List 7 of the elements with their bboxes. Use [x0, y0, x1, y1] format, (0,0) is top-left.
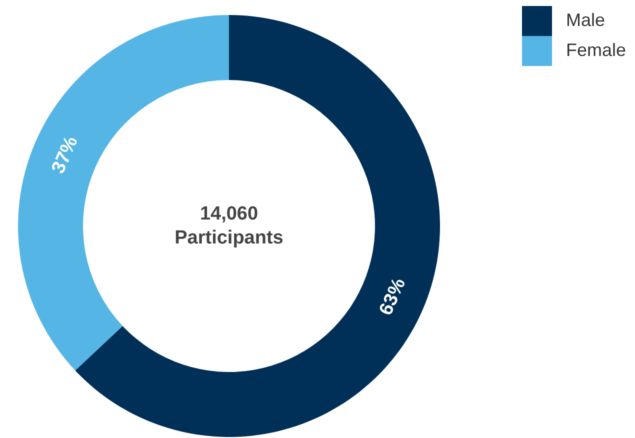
legend-label: Male — [566, 10, 606, 30]
donut-slice — [75, 15, 440, 437]
text: 14,060 — [200, 204, 258, 224]
text: Participants — [174, 228, 284, 248]
legend-label: Female — [566, 40, 626, 60]
data-label: 37% — [48, 133, 82, 177]
data-label: 63% — [376, 275, 410, 319]
